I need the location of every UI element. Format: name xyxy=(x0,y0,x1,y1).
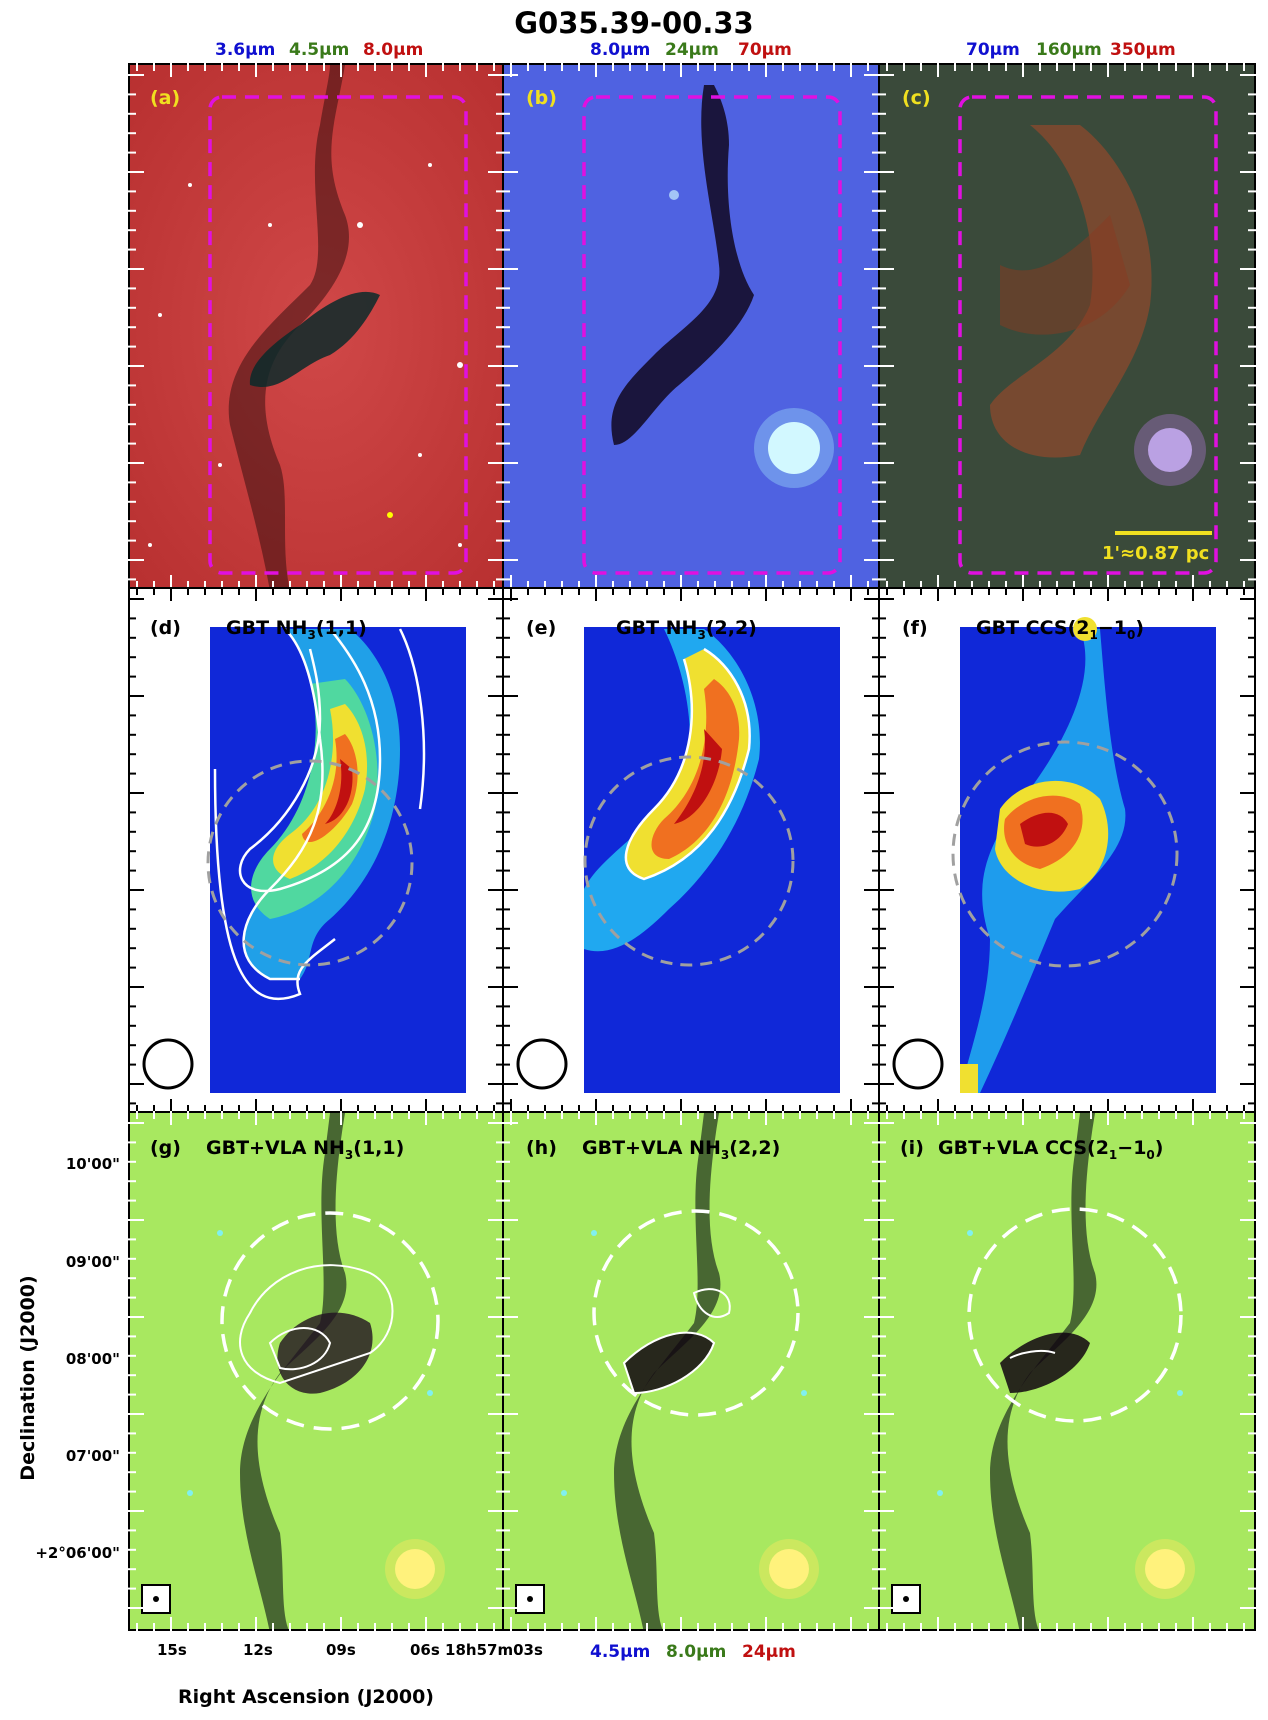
band-label-b-green: 24μm xyxy=(665,40,719,60)
scale-bar-label: 1'≈0.87 pc xyxy=(1102,543,1210,564)
band-label-a-green: 4.5μm xyxy=(289,40,350,60)
panel-f-title: GBT CCS(21−10) xyxy=(976,617,1145,642)
panel-f-map xyxy=(892,617,1216,1093)
panel-a-image xyxy=(130,65,502,587)
panel-g: (g) GBT+VLA NH3(1,1) xyxy=(128,1111,504,1631)
ra-tick-label: 12s xyxy=(243,1641,273,1659)
panel-d-map xyxy=(142,627,466,1093)
panel-a: (a) xyxy=(128,63,504,589)
panel-e: (e) GBT NH3(2,2) xyxy=(502,587,880,1113)
dec-tick-label: 09'00" xyxy=(65,1253,120,1271)
panel-h-tag: (h) xyxy=(526,1137,557,1159)
y-axis-title: Declination (J2000) xyxy=(17,1275,39,1481)
band-label-bottom-green: 8.0μm xyxy=(666,1642,727,1662)
panel-e-map xyxy=(516,627,840,1093)
band-label-c-red: 350μm xyxy=(1110,40,1176,60)
panel-d: (d) GBT NH3(1,1) xyxy=(128,587,504,1113)
panel-e-tag: (e) xyxy=(526,617,557,639)
panel-i-tag: (i) xyxy=(900,1137,924,1159)
figure-title: G035.39-00.33 xyxy=(514,6,754,40)
band-label-b-red: 70μm xyxy=(738,40,792,60)
panel-b-tag: (b) xyxy=(526,87,557,109)
band-label-b-blue: 8.0μm xyxy=(590,40,651,60)
panel-e-title: GBT NH3(2,2) xyxy=(616,617,757,642)
ra-tick-label: 15s xyxy=(157,1641,187,1659)
panel-g-image xyxy=(130,1113,502,1629)
panel-h-title: GBT+VLA NH3(2,2) xyxy=(582,1137,781,1162)
ra-tick-label: 09s xyxy=(326,1641,356,1659)
dec-tick-label: +2°06'00" xyxy=(35,1544,120,1562)
panel-i-title: GBT+VLA CCS(21−10) xyxy=(938,1137,1164,1162)
panel-i-image xyxy=(880,1113,1254,1629)
panel-c-tag: (c) xyxy=(902,87,931,109)
panel-b: (b) xyxy=(502,63,880,589)
dec-tick-label: 10'00" xyxy=(65,1155,120,1173)
band-label-a-red: 8.0μm xyxy=(363,40,424,60)
panel-g-tag: (g) xyxy=(150,1137,181,1159)
x-axis-title: Right Ascension (J2000) xyxy=(178,1686,434,1708)
panel-i: (i) GBT+VLA CCS(21−10) xyxy=(878,1111,1256,1631)
band-label-bottom-blue: 4.5μm xyxy=(590,1642,651,1662)
band-label-c-blue: 70μm xyxy=(966,40,1020,60)
panel-h: (h) GBT+VLA NH3(2,2) xyxy=(502,1111,880,1631)
panel-b-image xyxy=(504,65,878,587)
band-label-a-blue: 3.6μm xyxy=(215,40,276,60)
panel-h-image xyxy=(504,1113,878,1629)
panel-d-tag: (d) xyxy=(150,617,181,639)
panel-c: (c) 1'≈0.87 pc xyxy=(878,63,1256,589)
panel-d-title: GBT NH3(1,1) xyxy=(226,617,367,642)
dec-tick-label: 07'00" xyxy=(65,1447,120,1465)
band-label-c-green: 160μm xyxy=(1036,40,1102,60)
panel-f: (f) GBT CCS(21−10) xyxy=(878,587,1256,1113)
ra-tick-label: 06s 18h57m03s xyxy=(410,1641,543,1659)
dec-tick-label: 08'00" xyxy=(65,1350,120,1368)
panel-c-image xyxy=(880,65,1254,587)
panel-f-tag: (f) xyxy=(902,617,928,639)
band-label-bottom-red: 24μm xyxy=(742,1642,796,1662)
panel-a-tag: (a) xyxy=(150,87,181,109)
panel-g-title: GBT+VLA NH3(1,1) xyxy=(206,1137,405,1162)
